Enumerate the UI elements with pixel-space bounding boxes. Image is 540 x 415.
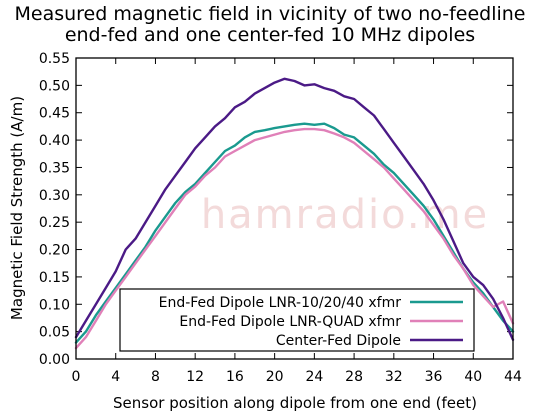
y-tick-label: 0.30 — [39, 188, 70, 204]
x-tick-label: 36 — [425, 369, 443, 385]
x-tick-label: 20 — [266, 369, 284, 385]
y-axis-label: Magnetic Field Strength (A/m) — [8, 96, 26, 320]
legend-label-2: End-Fed Dipole LNR-QUAD xfmr — [179, 314, 401, 330]
y-tick-label: 0.50 — [39, 78, 70, 94]
watermark-text: hamradio.me — [201, 192, 489, 238]
series-line-2 — [74, 127, 515, 350]
series-lines — [74, 77, 515, 350]
x-tick-label: 8 — [151, 369, 160, 385]
y-tick-labels: 0.00 0.05 0.10 0.15 0.20 0.25 0.30 0.35 0.40 0.45… — [39, 51, 70, 368]
y-tick-label: 0.35 — [39, 160, 70, 176]
x-tick-label: 12 — [186, 369, 204, 385]
y-tick-label: 0.55 — [39, 51, 70, 67]
x-tick-label: 32 — [385, 369, 403, 385]
plot-frame — [75, 57, 514, 360]
legend-label-3: Center-Fed Dipole — [276, 333, 401, 349]
y-tick-label: 0.25 — [39, 215, 70, 231]
x-tick-label: 0 — [72, 369, 81, 385]
x-tick-label: 40 — [464, 369, 482, 385]
y-tick-label: 0.05 — [39, 325, 70, 341]
y-tick-label: 0.45 — [39, 106, 70, 122]
series-line-3 — [74, 77, 515, 341]
y-tick-label: 0.10 — [39, 297, 70, 313]
x-tick-label: 4 — [111, 369, 120, 385]
x-tick-label: 24 — [305, 369, 323, 385]
x-tick-labels: 0 4 8 12 16 20 24 28 32 36 40 44 — [72, 369, 522, 385]
chart-title-line-1: Measured magnetic field in vicinity of t… — [14, 3, 526, 25]
x-axis-label: Sensor position along dipole from one en… — [113, 394, 477, 412]
y-tick-label: 0.20 — [39, 243, 70, 259]
x-tick-label: 44 — [504, 369, 522, 385]
x-tick-label: 16 — [226, 369, 244, 385]
series-line-1 — [74, 122, 515, 344]
chart-title-line-2: end-fed and one center-fed 10 MHz dipole… — [64, 24, 476, 46]
y-tick-label: 0.15 — [39, 270, 70, 286]
legend-label-1: End-Fed Dipole LNR-10/20/40 xfmr — [159, 295, 402, 311]
y-tick-label: 0.00 — [39, 352, 70, 368]
legend: End-Fed Dipole LNR-10/20/40 xfmr End-Fed … — [119, 288, 475, 352]
x-tick-label: 28 — [345, 369, 363, 385]
y-tick-label: 0.40 — [39, 133, 70, 149]
